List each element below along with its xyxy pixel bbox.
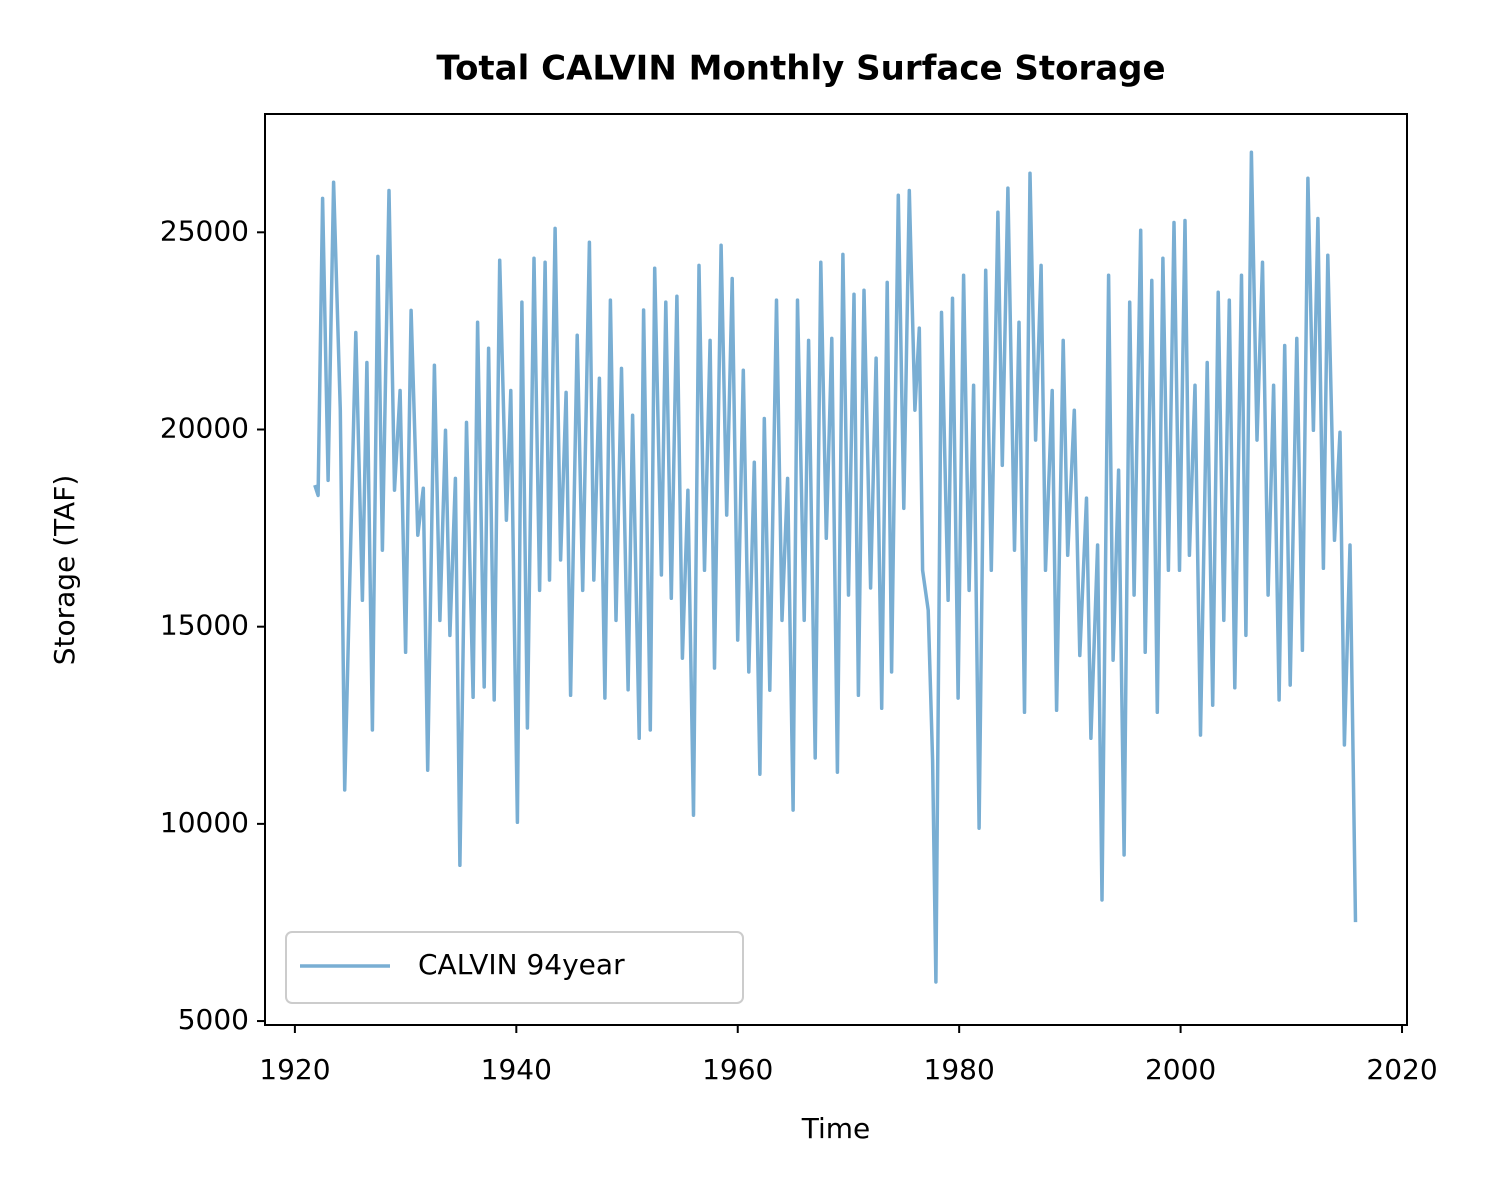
x-tick-label: 2020 [1366,1053,1437,1086]
x-tick-label: 1920 [259,1053,330,1086]
chart-title: Total CALVIN Monthly Surface Storage [436,49,1165,89]
plot-frame [264,113,1408,1026]
x-axis-label: Time [801,1112,871,1145]
y-axis-label: Storage (TAF) [48,475,81,666]
x-tick-label: 1940 [481,1053,552,1086]
data-line [313,150,1358,984]
y-tick-label: 5000 [178,1003,249,1036]
y-tick-label: 15000 [160,609,249,642]
x-tick-label: 2000 [1145,1053,1216,1086]
x-tick-label: 1980 [924,1053,995,1086]
legend-label: CALVIN 94year [418,948,625,981]
legend-box [285,931,744,1004]
y-tick-label: 20000 [160,411,249,444]
y-tick-label: 25000 [160,214,249,247]
y-tick-label: 10000 [160,806,249,839]
x-tick-label: 1960 [702,1053,773,1086]
